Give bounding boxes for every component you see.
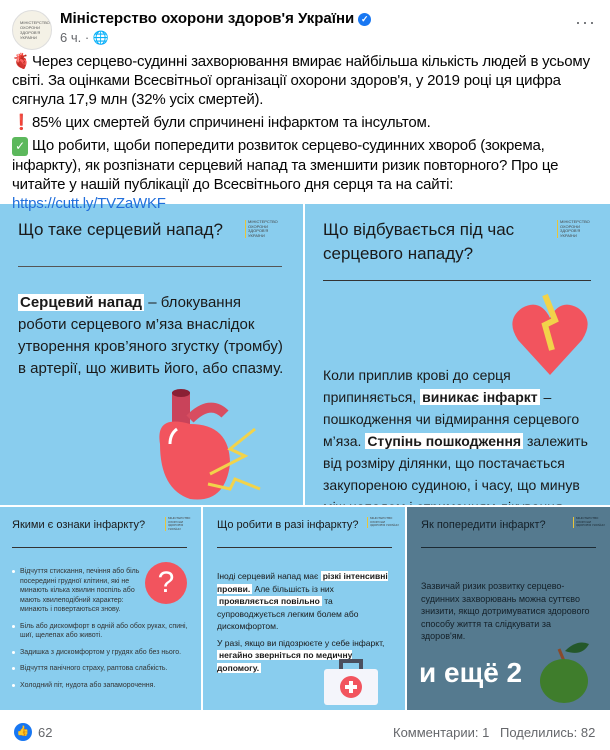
list-item: Відчуття стискання, печіння або біль пос… [12, 567, 140, 615]
ministry-logo: МІНІСТЕРСТВО ОХОРОНИ ЗДОРОВ'Я УКРАЇНИ [367, 516, 399, 528]
page-avatar[interactable]: МІНІСТЕРСТВО ОХОРОНИ ЗДОРОВ'Я УКРАЇНИ [12, 10, 52, 50]
more-photos-overlay[interactable]: и ещё 2 [419, 657, 522, 689]
image-tile-prevention[interactable]: Як попередити інфаркт? МІНІСТЕРСТВО ОХОР… [407, 507, 610, 710]
post-paragraph: Через серцево-судинні захворювання вмира… [12, 53, 590, 108]
more-options-icon[interactable]: ··· [575, 12, 596, 32]
ministry-logo: МІНІСТЕРСТВО ОХОРОНИ ЗДОРОВ'Я УКРАЇНИ [557, 219, 597, 238]
like-reaction-icon[interactable]: 👍 [14, 723, 32, 741]
text: Але більшість із них [252, 583, 334, 594]
text: Іноді серцевий напад має [217, 571, 321, 581]
verified-badge-icon: ✓ [358, 13, 372, 26]
question-mark-icon: ? [145, 562, 187, 604]
tile-text: Зазвичай ризик розвитку серцево-судинних… [421, 581, 590, 641]
logo-text: МІНІСТЕРСТВО ОХОРОНИ ЗДОРОВ'Я УКРАЇНИ [370, 516, 399, 527]
ministry-logo: МІНІСТЕРСТВО ОХОРОНИ ЗДОРОВ'Я УКРАЇНИ [245, 219, 285, 238]
green-apple-icon [540, 642, 589, 703]
image-tile-during-heart-attack[interactable]: Що відбувається під час серцевого нападу… [305, 204, 610, 505]
list-item: Задишка з дискомфортом у грудях або без … [12, 648, 192, 658]
more-photos-count[interactable]: и ещё 2 [419, 657, 523, 688]
globe-icon: 🌐 [92, 30, 109, 45]
shares-count[interactable]: Поделились: 82 [500, 725, 596, 740]
text: Коли приплив крові до серця припиняється… [323, 367, 511, 405]
post-link[interactable]: https://cutt.ly/TVZaWKF [12, 195, 166, 212]
text: – пошкодження чи відмирання серцевого м’… [323, 389, 580, 449]
text: У разі, якщо ви підозрюєте у себе інфарк… [217, 637, 385, 648]
highlight: Ступінь пошкодження [365, 433, 524, 449]
post-time[interactable]: 6 ч. [60, 30, 82, 45]
post-meta: 6 ч. · 🌐 [60, 30, 109, 45]
highlight: виникає інфаркт [420, 389, 540, 405]
list-item: Холодний піт, нудота або запаморочення. [12, 681, 192, 691]
page-name-link[interactable]: Міністерство охорони здоров'я України ✓ [60, 10, 372, 27]
tile-title: Якими є ознаки інфаркту? [12, 519, 146, 531]
heart-organ-icon [159, 389, 261, 500]
tile-title: Що робити в разі інфаркту? [217, 519, 359, 531]
exclamation-icon: ❗ [12, 114, 31, 131]
avatar-logo-text: МІНІСТЕРСТВО ОХОРОНИ ЗДОРОВ'Я УКРАЇНИ [20, 20, 50, 40]
logo-text: МІНІСТЕРСТВО ОХОРОНИ ЗДОРОВ'Я УКРАЇНИ [168, 516, 191, 531]
post-paragraph: 85% цих смертей були спричинені інфаркто… [32, 114, 431, 131]
tile-text: Коли приплив крові до серця припиняється… [323, 364, 598, 505]
image-tile-what-to-do[interactable]: Що робити в разі інфаркту? МІНІСТЕРСТВО … [203, 507, 405, 710]
post-paragraph: Що робити, щоби попередити розвиток серц… [12, 137, 559, 193]
image-tile-symptoms[interactable]: Якими є ознаки інфаркту? МІНІСТЕРСТВО ОХ… [0, 507, 201, 710]
list-item: Відчуття панічного страху, раптова слабк… [12, 664, 192, 674]
comments-count[interactable]: Комментарии: 1 [393, 725, 490, 740]
broken-heart-icon [512, 293, 588, 375]
check-mark-icon: ✓ [12, 137, 28, 156]
symptoms-list: Відчуття стискання, печіння або біль пос… [12, 567, 192, 697]
logo-text: МІНІСТЕРСТВО ОХОРОНИ ЗДОРОВ'Я УКРАЇНИ [560, 219, 590, 238]
page-name[interactable]: Міністерство охорони здоров'я України [60, 10, 355, 27]
tile-text: Серцевий напад – блокування роботи серце… [18, 292, 288, 380]
tile-title: Що таке серцевий напад? [18, 220, 224, 239]
tile-title: Що відбувається під час серцевого нападу… [323, 220, 515, 263]
text: та супроводжується легким болем або диск… [217, 596, 359, 631]
anatomical-heart-icon: 🫀 [12, 53, 31, 70]
logo-text: МІНІСТЕРСТВО ОХОРОНИ ЗДОРОВ'Я УКРАЇНИ [248, 219, 278, 238]
highlight: Серцевий напад [18, 294, 145, 311]
image-tile-what-is-heart-attack[interactable]: Що таке серцевий напад? МІНІСТЕРСТВО ОХО… [0, 204, 303, 505]
highlight: проявляється повільно [217, 596, 322, 606]
first-aid-kit-icon [324, 659, 378, 705]
reaction-count[interactable]: 62 [38, 725, 53, 740]
ministry-logo: МІНІСТЕРСТВО ОХОРОНИ ЗДОРОВ'Я УКРАЇНИ [165, 516, 195, 531]
tile-text: Іноді серцевий напад має різкі інтенсивн… [217, 570, 397, 674]
post-footer: 👍 62 Комментарии: 1 Поделились: 82 [0, 712, 610, 750]
tile-title: Як попередити інфаркт? [421, 519, 546, 531]
text: – блокування роботи серцевого м’яза внас… [18, 294, 284, 377]
list-item: Біль або дискомфорт в одній або обох рук… [12, 622, 192, 641]
text: залежить від розміру ділянки, що постача… [323, 433, 588, 505]
post-text: 🫀 Через серцево-судинні захворювання вмир… [12, 52, 604, 217]
logo-text: МІНІСТЕРСТВО ОХОРОНИ ЗДОРОВ'Я УКРАЇНИ [576, 516, 605, 527]
ministry-logo: МІНІСТЕРСТВО ОХОРОНИ ЗДОРОВ'Я УКРАЇНИ [573, 516, 605, 528]
